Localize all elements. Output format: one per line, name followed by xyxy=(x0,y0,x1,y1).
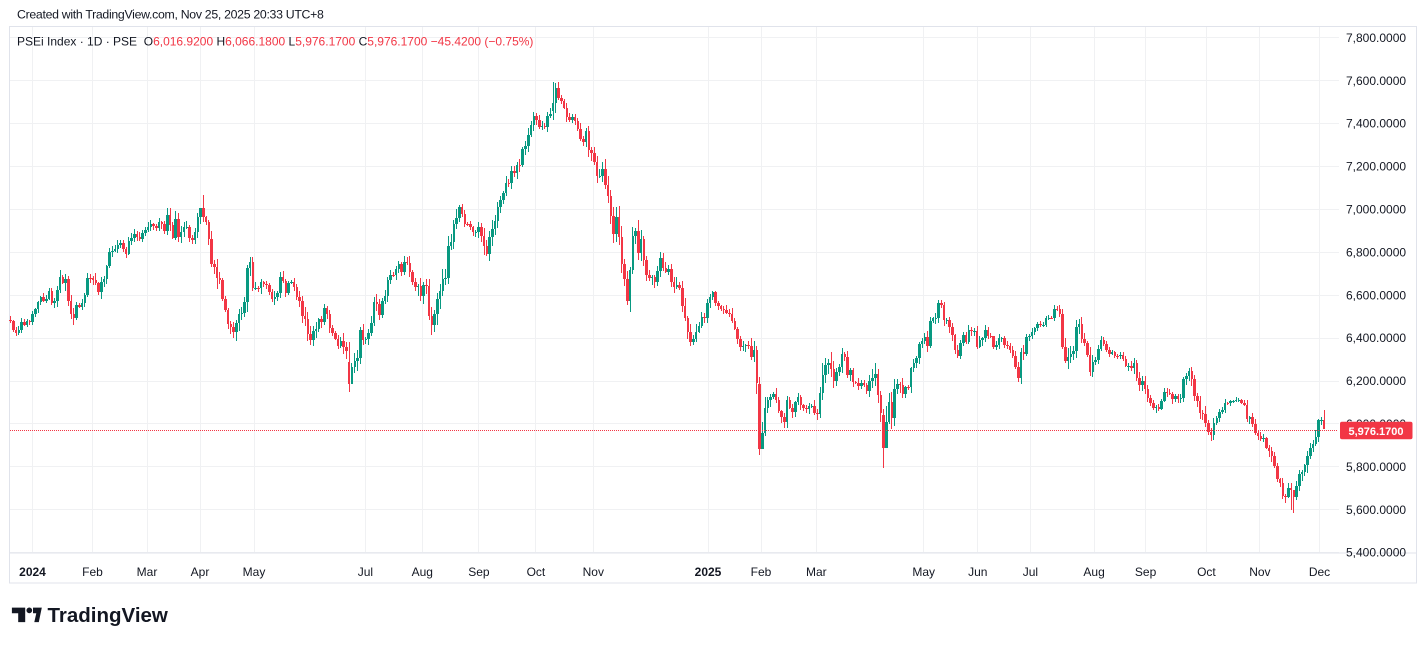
svg-text:5,400.0000: 5,400.0000 xyxy=(1346,546,1406,560)
svg-text:Nov: Nov xyxy=(1249,565,1270,579)
svg-text:TradingView: TradingView xyxy=(48,604,168,627)
svg-text:Oct: Oct xyxy=(527,565,546,579)
svg-text:6,800.0000: 6,800.0000 xyxy=(1346,245,1406,259)
svg-text:PSEi Index · 1D · PSE O6,016.: PSEi Index · 1D · PSE O6,016.9200 H6,066… xyxy=(17,35,533,49)
svg-text:Feb: Feb xyxy=(82,565,103,579)
svg-text:Aug: Aug xyxy=(1083,565,1104,579)
svg-text:5,976.1700: 5,976.1700 xyxy=(1348,426,1403,438)
svg-text:Jun: Jun xyxy=(968,565,987,579)
svg-text:6,400.0000: 6,400.0000 xyxy=(1346,331,1406,345)
svg-text:2025: 2025 xyxy=(695,565,722,579)
svg-text:5,800.0000: 5,800.0000 xyxy=(1346,460,1406,474)
svg-text:7,400.0000: 7,400.0000 xyxy=(1346,117,1406,131)
svg-text:7,000.0000: 7,000.0000 xyxy=(1346,203,1406,217)
svg-text:Sep: Sep xyxy=(1135,565,1157,579)
svg-text:Jul: Jul xyxy=(1023,565,1038,579)
svg-text:Jul: Jul xyxy=(358,565,373,579)
svg-text:5,600.0000: 5,600.0000 xyxy=(1346,503,1406,517)
svg-text:Created with TradingView.com,: Created with TradingView.com, Nov 25, 20… xyxy=(17,8,324,22)
svg-text:7,800.0000: 7,800.0000 xyxy=(1346,31,1406,45)
svg-text:Dec: Dec xyxy=(1309,565,1330,579)
svg-text:7,600.0000: 7,600.0000 xyxy=(1346,74,1406,88)
svg-text:May: May xyxy=(912,565,935,579)
svg-text:6,600.0000: 6,600.0000 xyxy=(1346,288,1406,302)
svg-text:Mar: Mar xyxy=(137,565,158,579)
svg-text:May: May xyxy=(243,565,266,579)
svg-text:Aug: Aug xyxy=(412,565,433,579)
svg-text:6,200.0000: 6,200.0000 xyxy=(1346,374,1406,388)
svg-text:Sep: Sep xyxy=(468,565,490,579)
svg-text:Oct: Oct xyxy=(1197,565,1216,579)
svg-text:2024: 2024 xyxy=(19,565,46,579)
svg-text:Mar: Mar xyxy=(806,565,827,579)
svg-text:7,200.0000: 7,200.0000 xyxy=(1346,160,1406,174)
svg-text:Apr: Apr xyxy=(191,565,210,579)
svg-text:Nov: Nov xyxy=(583,565,604,579)
svg-text:Feb: Feb xyxy=(751,565,772,579)
